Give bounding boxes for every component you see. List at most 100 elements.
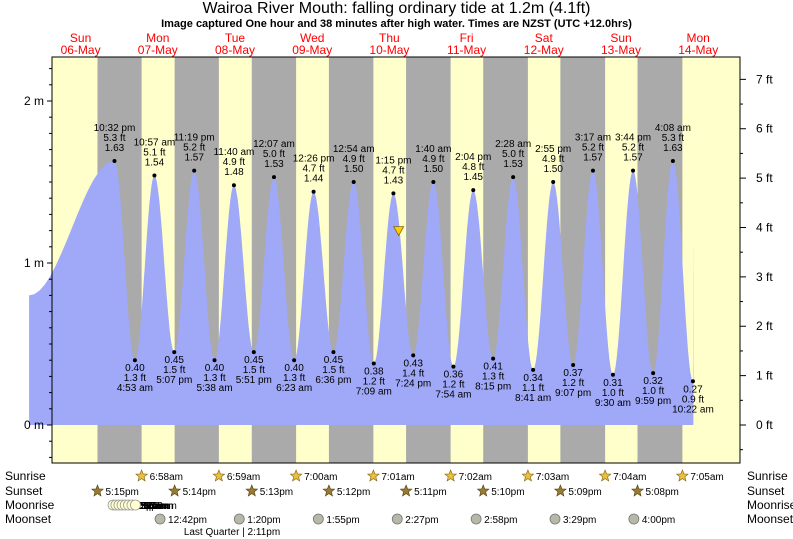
low-tide-label: 1.0 ft [602, 388, 624, 399]
low-tide-label: 0.27 [683, 384, 703, 395]
moonrise-time: 3:57am [140, 501, 173, 512]
sunset-time: 5:08pm [646, 487, 679, 498]
sunset-time: 5:11pm [414, 487, 447, 498]
moonrise-time: 12:53am [130, 501, 169, 512]
low-tide-point [491, 356, 496, 361]
high-tide-label: 4.9 ft [343, 154, 365, 165]
low-tide-label: 1.3 ft [124, 373, 146, 384]
high-tide-label: 5.3 ft [662, 133, 684, 144]
day-date: 08-May [215, 43, 255, 57]
sunset-time: 5:14pm [183, 487, 216, 498]
low-tide-label: 1.5 ft [163, 365, 185, 376]
plot-border [51, 56, 741, 464]
day-of-week: Thu [379, 31, 400, 45]
sunrise-time: 7:05am [690, 472, 723, 483]
right-tick-label: 7 ft [756, 72, 773, 86]
high-tide-point [511, 175, 516, 180]
moonset-time: 1:20pm [247, 515, 280, 526]
moon-phase-label: Last Quarter | 2:11pm [184, 527, 280, 538]
low-tide-point [411, 353, 416, 358]
sunrise-time: 7:02am [459, 472, 492, 483]
low-tide-label: 0.40 [125, 363, 145, 374]
high-tide-label: 1.63 [663, 143, 683, 154]
sunrise-row-label-right: Sunrise [747, 469, 788, 483]
sunset-icon [168, 484, 182, 497]
moonset-icon [154, 513, 166, 525]
sunrise-icon [366, 469, 380, 482]
moonset-time: 2:27pm [405, 515, 438, 526]
moonrise-time: 2:53am [136, 501, 169, 512]
high-tide-label: 1.45 [464, 172, 484, 183]
high-tide-label: 4.9 ft [542, 154, 564, 165]
low-tide-label: 1.1 ft [522, 383, 544, 394]
high-tide-label: 12:54 am [333, 144, 375, 155]
high-tide-label: 5.1 ft [143, 148, 165, 159]
high-tide-point [192, 168, 197, 173]
moonset-icon [549, 513, 561, 525]
moonrise-row-label-right: Moonrise [747, 498, 793, 512]
day-date: 12-May [524, 43, 564, 57]
sunset-icon [322, 484, 336, 497]
day-date: 09-May [292, 43, 332, 57]
low-tide-label: 0.45 [244, 355, 264, 366]
day-of-week: Wed [300, 31, 324, 45]
low-tide-label: 1.0 ft [642, 386, 664, 397]
sunrise-time: 7:00am [304, 472, 337, 483]
moonrise-time: 5:03am [143, 501, 176, 512]
moonrise-row-label: Moonrise [5, 498, 55, 512]
low-tide-label: 9:07 pm [555, 388, 591, 399]
day-date: 13-May [601, 43, 641, 57]
high-tide-label: 3:17 am [575, 133, 611, 144]
sunset-icon [553, 484, 567, 497]
high-tide-label: 12:07 am [253, 139, 295, 150]
right-tick-label: 0 ft [756, 418, 773, 432]
sunset-time: 5:15pm [105, 487, 138, 498]
low-tide-point [531, 367, 536, 372]
high-tide-point [271, 175, 276, 180]
high-tide-point [551, 180, 556, 184]
sunset-icon [399, 484, 413, 497]
low-tide-point [371, 361, 376, 366]
left-tick-label: 0 m [24, 418, 44, 432]
high-tide-label: 1:40 am [415, 144, 451, 155]
high-tide-label: 11:19 pm [174, 133, 215, 144]
day-of-week: Sun [610, 31, 631, 45]
high-tide-label: 1.50 [543, 164, 563, 175]
moonset-row-label-right: Moonset [747, 512, 793, 526]
day-of-week: Tue [225, 31, 246, 45]
moonset-icon [312, 513, 324, 525]
sunset-icon [245, 484, 259, 497]
sunrise-time: 6:58am [150, 472, 183, 483]
right-tick-label: 6 ft [756, 122, 773, 136]
sunset-time: 5:09pm [568, 487, 601, 498]
high-tide-point [631, 168, 636, 173]
low-tide-point [132, 358, 137, 363]
low-tide-label: 7:54 am [435, 390, 471, 401]
sunrise-row-label: Sunrise [5, 469, 46, 483]
sunrise-time: 6:59am [227, 472, 260, 483]
tide-event-labels: 10:32 pm5.3 ft1.630.401.3 ft4:53 am10:57… [94, 123, 714, 415]
low-tide-point [331, 350, 336, 355]
moonset-time: 1:55pm [326, 515, 359, 526]
low-tide-label: 9:59 pm [635, 396, 671, 407]
low-tide-point [571, 363, 576, 368]
low-tide-point [172, 350, 177, 355]
high-tide-label: 1.43 [384, 175, 404, 186]
low-tide-label: 0.40 [205, 363, 225, 374]
moonset-icon [391, 513, 403, 525]
high-tide-label: 1.57 [184, 153, 204, 164]
low-tide-label: 1.2 ft [442, 380, 464, 391]
low-tide-label: 4:53 am [117, 383, 153, 394]
sunset-icon [91, 484, 104, 497]
high-tide-label: 1.57 [623, 153, 643, 164]
low-tide-point [451, 364, 456, 369]
high-tide-label: 4.9 ft [223, 157, 245, 168]
high-tide-label: 4:08 am [655, 123, 691, 134]
low-tide-point [651, 371, 656, 376]
sunset-time: 5:12pm [337, 487, 370, 498]
low-tide-label: 0.40 [284, 363, 304, 374]
moonset-time: 2:58pm [484, 515, 517, 526]
right-tick-label: 4 ft [756, 220, 773, 234]
high-tide-point [590, 168, 595, 173]
